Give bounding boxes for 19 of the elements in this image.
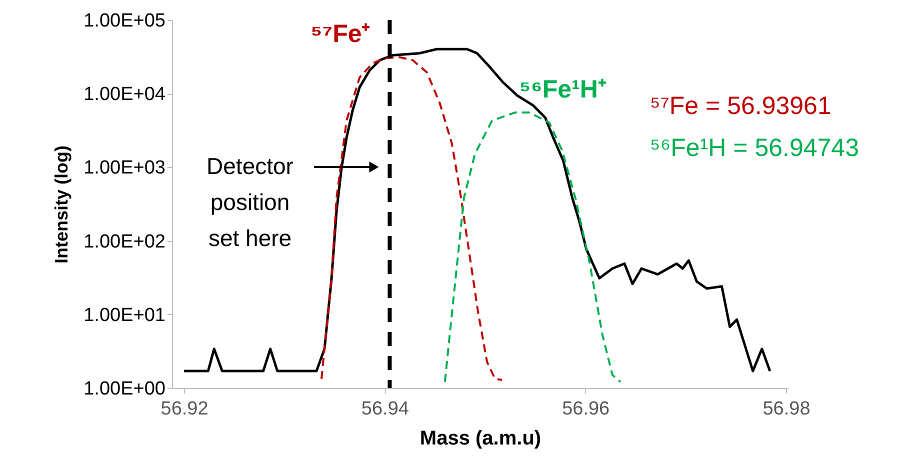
y-tick-label: 1.00E+03 bbox=[84, 158, 166, 179]
x-tick-label: 56.98 bbox=[762, 398, 810, 420]
annotation: ⁵⁷Fe = 56.93961 bbox=[650, 92, 832, 120]
line-series bbox=[444, 111, 622, 383]
y-tick-label: 1.00E+00 bbox=[84, 378, 166, 400]
series-label: ⁵⁷Fe⁺ bbox=[310, 20, 371, 48]
y-tick-label: 1.00E+02 bbox=[84, 231, 166, 252]
y-tick-label: 1.00E+05 bbox=[84, 10, 166, 32]
y-axis-title: Intensity (log) bbox=[52, 146, 72, 264]
x-axis-title: Mass (a.m.u) bbox=[420, 428, 542, 450]
annotation: ⁵⁶Fe¹H = 56.94743 bbox=[650, 134, 859, 162]
x-tick-label: 56.94 bbox=[361, 398, 410, 420]
y-tick-label: 1.00E+04 bbox=[84, 84, 166, 106]
x-tick-label: 56.92 bbox=[160, 398, 208, 420]
x-tick-label: 56.96 bbox=[562, 398, 610, 420]
series-label: ⁵⁶Fe¹H⁺ bbox=[519, 75, 607, 104]
annotation: Detector position set here bbox=[206, 153, 294, 251]
line-series bbox=[320, 56, 504, 381]
y-tick-label: 1.00E+01 bbox=[84, 304, 166, 326]
